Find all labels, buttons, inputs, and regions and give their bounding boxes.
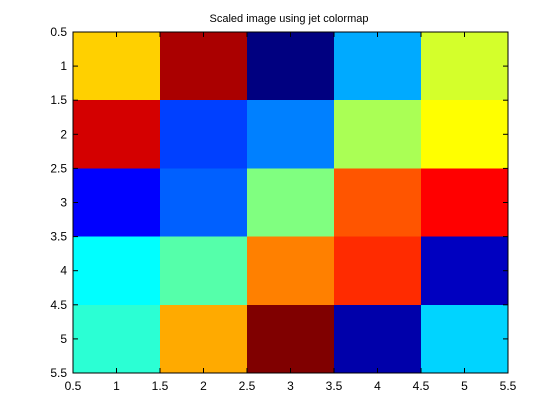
y-tick-label: 5.5	[50, 366, 67, 380]
plot-frame	[72, 31, 509, 374]
y-tick-label: 2	[60, 127, 67, 141]
x-tick-label: 1.5	[152, 379, 169, 393]
y-tick-label: 3	[60, 196, 67, 210]
y-tick-label: 5	[60, 332, 67, 346]
y-axis-tick-labels: 0.5 1 1.5 2 2.5 3 3.5 4 4.5 5 5.5	[50, 25, 67, 380]
x-tick-label: 5	[461, 379, 468, 393]
heatmap-cell-r3-c0	[73, 168, 160, 237]
heatmap-cell-r2-c3	[334, 100, 421, 169]
x-tick-label: 3	[287, 379, 294, 393]
y-tick-label: 4	[60, 264, 67, 278]
x-tick-label: 4.5	[413, 379, 430, 393]
heatmap-cell-r5-c3	[334, 304, 421, 373]
heatmap-cell-r2-c0	[73, 100, 160, 169]
heatmap-cell-r5-c4	[421, 304, 508, 373]
x-tick-label: 2	[200, 379, 207, 393]
heatmap-cell-r4-c1	[160, 236, 247, 305]
heatmap-cell-r5-c0	[73, 304, 160, 373]
heatmap-cell-r1-c4	[421, 32, 508, 101]
x-tick-label: 5.5	[500, 379, 517, 393]
heatmap-cell-r4-c2	[247, 236, 334, 305]
heatmap-cell-r3-c2	[247, 168, 334, 237]
y-tick-label: 0.5	[50, 25, 67, 39]
heatmap-cell-r4-c3	[334, 236, 421, 305]
x-tick-label: 1	[113, 379, 120, 393]
heatmap-cell-r3-c3	[334, 168, 421, 237]
heatmap-cell-r2-c4	[421, 100, 508, 169]
heatmap-cells	[73, 32, 508, 373]
x-tick-label: 0.5	[65, 379, 82, 393]
x-axis-tick-labels: 0.5 1 1.5 2 2.5 3 3.5 4 4.5 5 5.5	[65, 379, 517, 393]
heatmap-cell-r1-c2	[247, 32, 334, 101]
heatmap-cell-r2-c1	[160, 100, 247, 169]
y-tick-label: 1	[60, 59, 67, 73]
chart-title: Scaled image using jet colormap	[210, 13, 369, 25]
heatmap-cell-r1-c0	[73, 32, 160, 101]
heatmap-cell-r1-c1	[160, 32, 247, 101]
heatmap-cell-r3-c4	[421, 168, 508, 237]
heatmap-cell-r5-c1	[160, 304, 247, 373]
y-tick-label: 1.5	[50, 93, 67, 107]
y-tick-label: 3.5	[50, 230, 67, 244]
x-tick-label: 4	[374, 379, 381, 393]
heatmap-cell-r1-c3	[334, 32, 421, 101]
heatmap-cell-r2-c2	[247, 100, 334, 169]
heatmap-cell-r4-c0	[73, 236, 160, 305]
heatmap-cell-r5-c2	[247, 304, 334, 373]
y-tick-label: 2.5	[50, 161, 67, 175]
heatmap-cell-r3-c1	[160, 168, 247, 237]
heatmap-cell-r4-c4	[421, 236, 508, 305]
x-tick-label: 2.5	[239, 379, 256, 393]
y-tick-label: 4.5	[50, 298, 67, 312]
x-tick-label: 3.5	[326, 379, 343, 393]
